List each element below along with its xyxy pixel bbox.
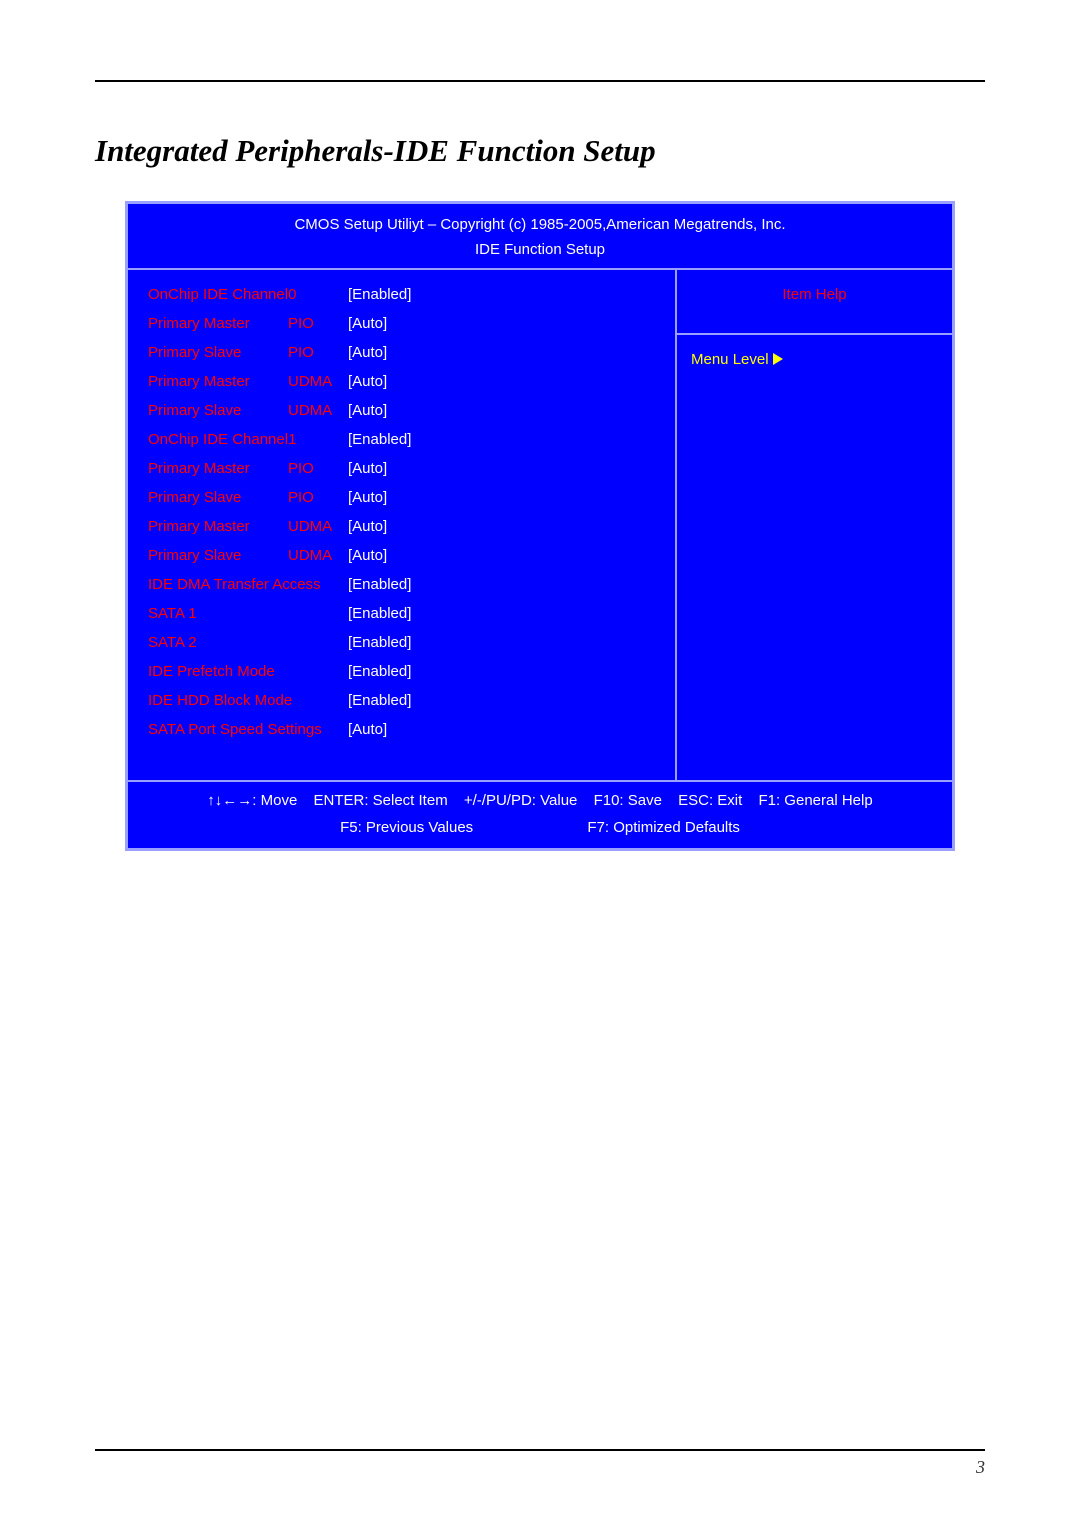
bios-settings-pane: OnChip IDE Channel0[Enabled]Primary Mast…	[128, 270, 677, 780]
setting-value: [Auto]	[348, 489, 387, 506]
setting-name: IDE DMA Transfer Access	[148, 576, 348, 593]
setting-value: [Auto]	[348, 373, 387, 390]
setting-mode: PIO	[288, 489, 348, 506]
bios-screen: CMOS Setup Utiliyt – Copyright (c) 1985-…	[125, 201, 955, 851]
setting-name: Primary Slave	[148, 489, 288, 506]
setting-row[interactable]: IDE DMA Transfer Access[Enabled]	[148, 576, 663, 593]
setting-name: SATA Port Speed Settings	[148, 721, 348, 738]
setting-value: [Auto]	[348, 721, 387, 738]
setting-row[interactable]: IDE Prefetch Mode[Enabled]	[148, 663, 663, 680]
setting-mode: UDMA	[288, 402, 348, 419]
setting-row[interactable]: Primary MasterUDMA[Auto]	[148, 518, 663, 535]
setting-name: IDE Prefetch Mode	[148, 663, 348, 680]
setting-row[interactable]: IDE HDD Block Mode[Enabled]	[148, 692, 663, 709]
bios-header: CMOS Setup Utiliyt – Copyright (c) 1985-…	[128, 204, 952, 270]
bios-copyright: CMOS Setup Utiliyt – Copyright (c) 1985-…	[128, 216, 952, 233]
page-number: 3	[95, 1457, 985, 1478]
hint-f5: F5: Previous Values	[340, 819, 473, 836]
setting-name: SATA 1	[148, 605, 348, 622]
setting-value: [Auto]	[348, 460, 387, 477]
setting-mode: UDMA	[288, 547, 348, 564]
setting-row[interactable]: Primary MasterUDMA[Auto]	[148, 373, 663, 390]
setting-row[interactable]: OnChip IDE Channel0[Enabled]	[148, 286, 663, 303]
setting-value: [Enabled]	[348, 663, 411, 680]
setting-name: Primary Master	[148, 518, 288, 535]
setting-mode: UDMA	[288, 373, 348, 390]
setting-value: [Enabled]	[348, 431, 411, 448]
setting-value: [Enabled]	[348, 576, 411, 593]
setting-row[interactable]: SATA 2[Enabled]	[148, 634, 663, 651]
setting-name: Primary Master	[148, 315, 288, 332]
setting-row[interactable]: OnChip IDE Channel1[Enabled]	[148, 431, 663, 448]
bios-footer: ↑↓←→: Move ENTER: Select Item +/-/PU/PD:…	[128, 780, 952, 848]
setting-value: [Enabled]	[348, 605, 411, 622]
hint-f10: F10: Save	[594, 792, 662, 809]
setting-value: [Enabled]	[348, 286, 411, 303]
setting-name: Primary Master	[148, 460, 288, 477]
setting-value: [Auto]	[348, 315, 387, 332]
hint-esc: ESC: Exit	[678, 792, 742, 809]
setting-name: Primary Slave	[148, 547, 288, 564]
setting-mode: UDMA	[288, 518, 348, 535]
setting-row[interactable]: Primary SlavePIO[Auto]	[148, 489, 663, 506]
hint-f7: F7: Optimized Defaults	[587, 819, 740, 836]
setting-name: IDE HDD Block Mode	[148, 692, 348, 709]
bios-subtitle: IDE Function Setup	[128, 241, 952, 258]
setting-row[interactable]: Primary SlaveUDMA[Auto]	[148, 547, 663, 564]
setting-value: [Auto]	[348, 547, 387, 564]
setting-mode: PIO	[288, 344, 348, 361]
hint-enter: ENTER: Select Item	[313, 792, 447, 809]
setting-name: OnChip IDE Channel1	[148, 431, 348, 448]
setting-name: SATA 2	[148, 634, 348, 651]
setting-name: Primary Master	[148, 373, 288, 390]
hint-f1: F1: General Help	[758, 792, 872, 809]
setting-row[interactable]: Primary SlavePIO[Auto]	[148, 344, 663, 361]
menu-level: Menu Level	[677, 335, 952, 368]
setting-mode: PIO	[288, 315, 348, 332]
divider-bottom	[95, 1449, 985, 1451]
setting-row[interactable]: Primary SlaveUDMA[Auto]	[148, 402, 663, 419]
setting-value: [Enabled]	[348, 634, 411, 651]
setting-name: Primary Slave	[148, 344, 288, 361]
hint-pupd: +/-/PU/PD: Value	[464, 792, 578, 809]
menu-level-label: Menu Level	[691, 351, 769, 368]
divider-top	[95, 80, 985, 82]
setting-row[interactable]: Primary MasterPIO[Auto]	[148, 460, 663, 477]
setting-row[interactable]: Primary MasterPIO[Auto]	[148, 315, 663, 332]
setting-mode: PIO	[288, 460, 348, 477]
item-help-label: Item Help	[677, 270, 952, 335]
setting-name: Primary Slave	[148, 402, 288, 419]
page-title: Integrated Peripherals-IDE Function Setu…	[95, 122, 985, 181]
setting-value: [Auto]	[348, 344, 387, 361]
setting-value: [Enabled]	[348, 692, 411, 709]
bios-help-pane: Item Help Menu Level	[677, 270, 952, 780]
arrow-right-icon	[773, 353, 783, 365]
setting-row[interactable]: SATA 1[Enabled]	[148, 605, 663, 622]
setting-row[interactable]: SATA Port Speed Settings[Auto]	[148, 721, 663, 738]
hint-move: ↑↓←→: Move	[207, 792, 297, 809]
setting-value: [Auto]	[348, 402, 387, 419]
setting-name: OnChip IDE Channel0	[148, 286, 348, 303]
setting-value: [Auto]	[348, 518, 387, 535]
